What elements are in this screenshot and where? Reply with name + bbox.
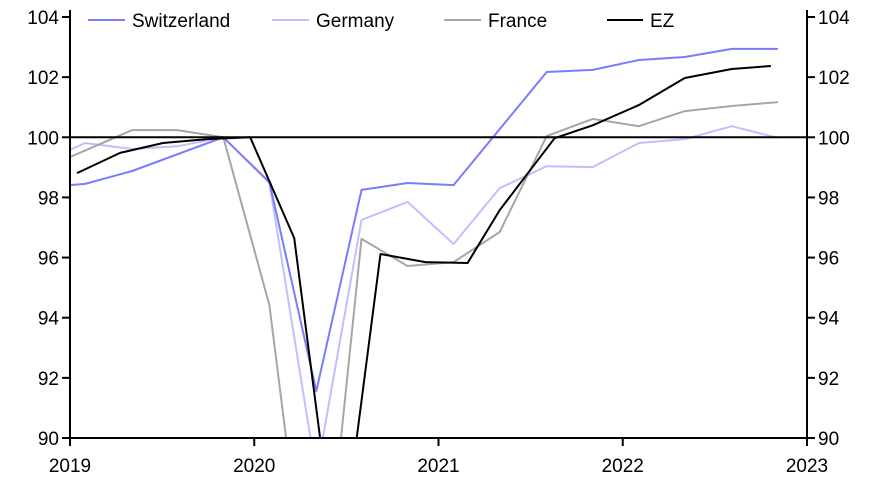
x-tick-label: 2023 xyxy=(786,456,828,477)
y-tick-label: 98 xyxy=(38,188,59,209)
y-tick-label: 90 xyxy=(38,429,59,450)
y2-tick-label: 96 xyxy=(818,249,839,270)
legend-item-germany: Germany xyxy=(272,11,395,32)
y-tick-label: 104 xyxy=(27,8,59,29)
y-tick-label: 94 xyxy=(38,309,60,330)
legend: Switzerland Germany France EZ xyxy=(88,11,675,32)
legend-label: Switzerland xyxy=(132,11,230,32)
axes: 90 92 94 96 98 100 102 104 90 92 94 96 98 100 102 104 20… xyxy=(27,8,850,477)
x-tick-label: 2020 xyxy=(233,456,275,477)
series-line-france xyxy=(70,101,778,438)
y2-tick-label: 104 xyxy=(818,8,850,29)
series-line-switzerland xyxy=(70,47,778,393)
x-tick-label: 2019 xyxy=(49,456,91,477)
series-lines xyxy=(70,47,779,438)
series-line-ez xyxy=(76,65,771,438)
legend-item-ez: EZ xyxy=(607,11,675,32)
legend-label: France xyxy=(488,11,547,32)
legend-label: EZ xyxy=(650,11,675,32)
y-tick-label: 96 xyxy=(38,249,59,270)
y-tick-label: 102 xyxy=(27,68,59,89)
x-tick-label: 2022 xyxy=(602,456,644,477)
y-tick-label: 100 xyxy=(27,128,59,149)
legend-label: Germany xyxy=(316,11,395,32)
legend-item-switzerland: Switzerland xyxy=(88,11,230,32)
y2-tick-label: 92 xyxy=(818,369,839,390)
y-tick-label: 92 xyxy=(38,369,59,390)
y2-tick-label: 102 xyxy=(818,68,850,89)
y2-tick-label: 98 xyxy=(818,188,839,209)
x-tick-label: 2021 xyxy=(417,456,459,477)
y2-tick-label: 94 xyxy=(818,309,840,330)
y2-tick-label: 100 xyxy=(818,128,850,149)
y2-tick-label: 90 xyxy=(818,429,839,450)
legend-item-france: France xyxy=(444,11,547,32)
series-line-germany xyxy=(70,125,779,438)
